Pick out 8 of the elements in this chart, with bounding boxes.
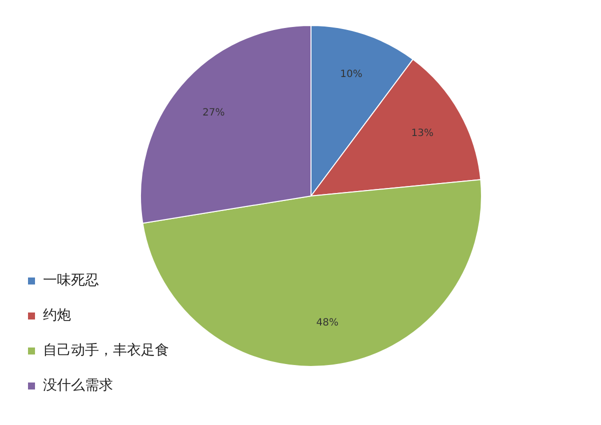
data-label: 10%	[340, 69, 362, 80]
data-label: 13%	[411, 128, 434, 139]
legend-label: 没什么需求	[43, 378, 113, 394]
legend-label: 一味死忍	[43, 272, 99, 289]
data-label: 27%	[202, 108, 225, 119]
legend-label: 约炮	[43, 308, 71, 324]
data-label: 48%	[316, 317, 338, 328]
legend-label: 自己动手，丰衣足食	[43, 342, 169, 359]
